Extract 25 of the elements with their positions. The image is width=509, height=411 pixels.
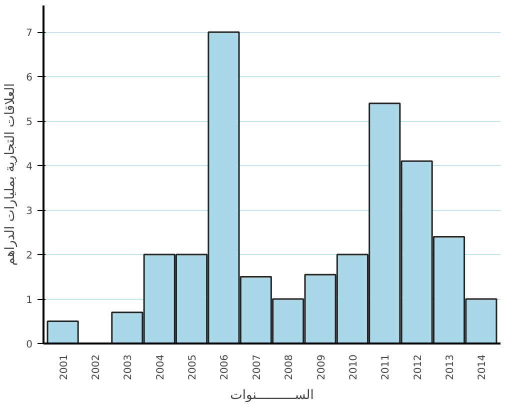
x-tick-label: 2003: [123, 354, 134, 380]
x-tick-label: 2012: [412, 354, 424, 380]
y-tick-label: 6: [26, 72, 33, 84]
x-tick-label: 2010: [348, 354, 360, 380]
y-tick-label: 4: [26, 162, 33, 173]
x-tick-label: 2008: [284, 354, 296, 380]
x-tick-label: 2004: [155, 354, 166, 380]
y-tick-label: 2: [26, 250, 33, 262]
y-tick-label: 7: [26, 28, 33, 40]
y-tick-label: 5: [26, 117, 33, 128]
x-tick-label: 2001: [58, 354, 70, 380]
x-tick-label: 2011: [380, 354, 392, 380]
y-axis-title: العلاقات التجارية بمليارات الدراهم: [3, 83, 18, 266]
y-tick-label: 3: [26, 206, 33, 218]
x-tick-label: 2014: [477, 354, 488, 380]
x-tick-label: 2013: [445, 354, 456, 380]
x-axis-title: الســــــــــنوات: [230, 388, 314, 403]
x-tick-label: 2005: [188, 354, 199, 380]
x-tick-label: 2009: [316, 354, 328, 380]
y-tick-label: 1: [26, 295, 33, 306]
bar: [46, 320, 79, 344]
x-tick-label: 2002: [90, 354, 102, 380]
y-tick-label: 0: [26, 340, 33, 350]
x-tick-label: 2007: [252, 354, 263, 380]
x-tick-label: 2006: [220, 354, 231, 380]
